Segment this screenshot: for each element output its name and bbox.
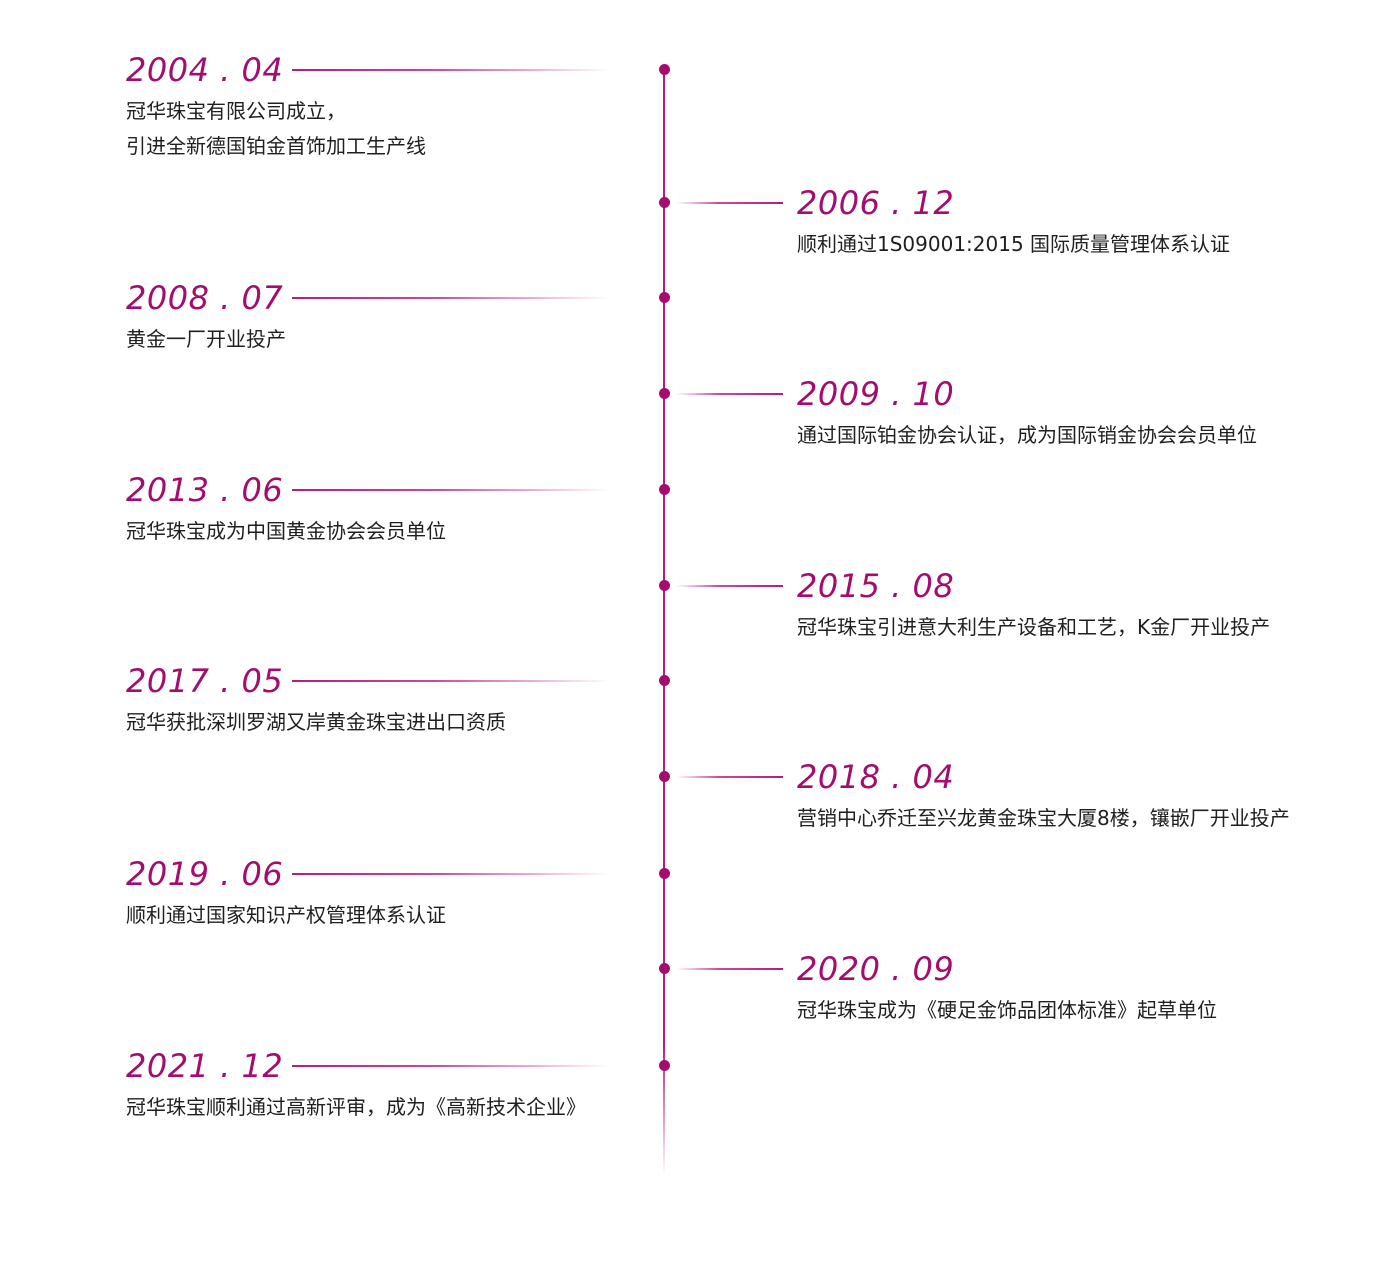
timeline-connector [676, 968, 783, 970]
timeline-connector [676, 585, 783, 587]
timeline-event: 2004 . 04 冠华珠宝有限公司成立， 引进全新德国铂金首饰加工生产线 [126, 52, 426, 164]
event-description-line: 顺利通过1S09001:2015 国际质量管理体系认证 [797, 232, 1231, 256]
event-date: 2009 . 10 [797, 375, 955, 413]
timeline-dot [658, 292, 670, 303]
event-description-line: 冠华获批深圳罗湖又岸黄金珠宝进出口资质 [126, 710, 506, 734]
timeline-axis [663, 66, 665, 1176]
event-description-line: 冠华珠宝成为中国黄金协会会员单位 [126, 519, 446, 543]
timeline-event: 2020 . 09 冠华珠宝成为《硬足金饰品团体标准》起草单位 [797, 951, 1217, 1028]
event-description-line: 冠华珠宝引进意大利生产设备和工艺，K金厂开业投产 [797, 615, 1271, 639]
timeline-dot [658, 675, 670, 686]
timeline-dot [658, 197, 670, 208]
event-date: 2008 . 07 [126, 279, 284, 317]
timeline-dot [658, 771, 670, 782]
timeline-dot [658, 1060, 670, 1071]
event-date: 2018 . 04 [797, 758, 955, 796]
event-date: 2017 . 05 [126, 662, 284, 700]
timeline-dot [658, 388, 670, 399]
event-description-line: 顺利通过国家知识产权管理体系认证 [126, 903, 446, 927]
event-description: 冠华珠宝有限公司成立， 引进全新德国铂金首饰加工生产线 [126, 94, 426, 164]
event-description-line: 冠华珠宝顺利通过高新评审，成为《高新技术企业》 [126, 1095, 586, 1119]
timeline-connector [676, 393, 783, 395]
event-description: 冠华珠宝成为《硬足金饰品团体标准》起草单位 [797, 993, 1217, 1028]
timeline-event: 2019 . 06 顺利通过国家知识产权管理体系认证 [126, 856, 446, 933]
event-description-line: 通过国际铂金协会认证，成为国际销金协会会员单位 [797, 423, 1257, 447]
timeline-dot [658, 64, 670, 75]
event-description: 冠华珠宝引进意大利生产设备和工艺，K金厂开业投产 [797, 610, 1270, 645]
timeline-connector [292, 873, 610, 875]
event-description-line: 黄金一厂开业投产 [126, 327, 286, 351]
event-description: 营销中心乔迁至兴龙黄金珠宝大厦8楼，镶嵌厂开业投产 [797, 801, 1290, 836]
timeline-event: 2009 . 10 通过国际铂金协会认证，成为国际销金协会会员单位 [797, 376, 1257, 453]
timeline-event: 2013 . 06 冠华珠宝成为中国黄金协会会员单位 [126, 472, 446, 549]
event-description: 顺利通过国家知识产权管理体系认证 [126, 898, 446, 933]
event-description: 冠华获批深圳罗湖又岸黄金珠宝进出口资质 [126, 705, 506, 740]
timeline-dot [658, 868, 670, 879]
event-description: 通过国际铂金协会认证，成为国际销金协会会员单位 [797, 418, 1257, 453]
timeline-dot [658, 580, 670, 591]
event-date: 2006 . 12 [797, 184, 955, 222]
timeline-dot [658, 484, 670, 495]
timeline-connector [292, 69, 610, 71]
event-description-line: 营销中心乔迁至兴龙黄金珠宝大厦8楼，镶嵌厂开业投产 [797, 806, 1290, 830]
timeline-event: 2017 . 05 冠华获批深圳罗湖又岸黄金珠宝进出口资质 [126, 663, 506, 740]
timeline-dot [658, 963, 670, 974]
timeline-event: 2015 . 08 冠华珠宝引进意大利生产设备和工艺，K金厂开业投产 [797, 568, 1270, 645]
timeline-connector [676, 776, 783, 778]
timeline-connector [292, 680, 610, 682]
event-description-line: 冠华珠宝有限公司成立， [126, 99, 346, 123]
event-description: 冠华珠宝成为中国黄金协会会员单位 [126, 514, 446, 549]
event-date: 2004 . 04 [126, 51, 284, 89]
event-date: 2015 . 08 [797, 567, 955, 605]
timeline-event: 2021 . 12 冠华珠宝顺利通过高新评审，成为《高新技术企业》 [126, 1048, 586, 1125]
timeline-event: 2008 . 07 黄金一厂开业投产 [126, 280, 286, 357]
timeline-event: 2018 . 04 营销中心乔迁至兴龙黄金珠宝大厦8楼，镶嵌厂开业投产 [797, 759, 1290, 836]
event-date: 2013 . 06 [126, 471, 284, 509]
event-date: 2019 . 06 [126, 855, 284, 893]
timeline-connector [676, 202, 783, 204]
timeline-connector [292, 1065, 610, 1067]
event-date: 2021 . 12 [126, 1047, 284, 1085]
event-description: 黄金一厂开业投产 [126, 322, 286, 357]
event-description: 冠华珠宝顺利通过高新评审，成为《高新技术企业》 [126, 1090, 586, 1125]
timeline-connector [292, 489, 610, 491]
timeline-event: 2006 . 12 顺利通过1S09001:2015 国际质量管理体系认证 [797, 185, 1230, 262]
event-date: 2020 . 09 [797, 950, 955, 988]
timeline-connector [292, 297, 610, 299]
event-description: 顺利通过1S09001:2015 国际质量管理体系认证 [797, 227, 1230, 262]
event-description-line: 冠华珠宝成为《硬足金饰品团体标准》起草单位 [797, 998, 1217, 1022]
event-description-line: 引进全新德国铂金首饰加工生产线 [126, 134, 426, 158]
